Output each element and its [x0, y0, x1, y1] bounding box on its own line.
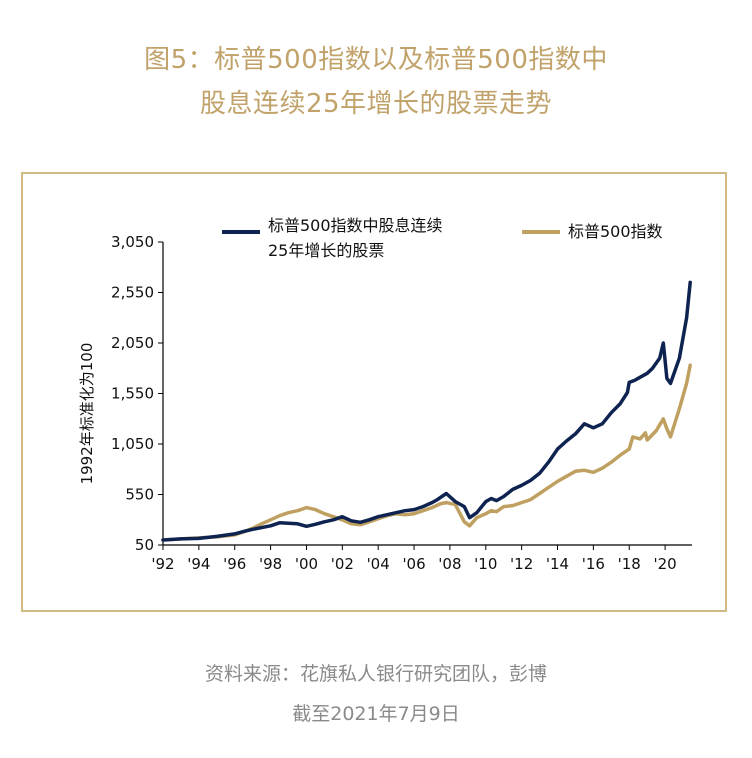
y-axis-label: 1992年标准化为100 — [78, 343, 96, 485]
series-line-sp500 — [161, 363, 692, 542]
x-tick-label: '94 — [187, 555, 210, 573]
y-tick-label: 3,050 — [111, 233, 154, 251]
series-line-dividend-growers — [161, 280, 692, 542]
x-tick-label: '06 — [402, 555, 425, 573]
x-tick-label: '16 — [582, 555, 605, 573]
x-tick-label: '14 — [546, 555, 569, 573]
y-tick-label: 2,550 — [111, 284, 154, 302]
chart-title-line-1: 图5：标普500指数以及标普500指数中 — [144, 45, 608, 75]
x-tick-label: '04 — [367, 555, 390, 573]
legend-label-dividend-growers-line-2: 25年增长的股票 — [268, 241, 384, 260]
x-tick-label: '92 — [151, 555, 174, 573]
legend-label-dividend-growers-line-1: 标普500指数中股息连续 — [268, 216, 443, 235]
y-tick-label: 550 — [125, 486, 154, 504]
x-tick-label: '00 — [295, 555, 318, 573]
x-tick-label: '98 — [259, 555, 282, 573]
chart-title-line-2: 股息连续25年增长的股票走势 — [199, 89, 553, 119]
x-tick-label: '12 — [510, 555, 533, 573]
x-tick-label: '20 — [653, 555, 676, 573]
source-note: 资料来源：花旗私人银行研究团队，彭博 — [204, 663, 547, 685]
y-tick-label: 1,050 — [111, 435, 154, 453]
y-tick-label: 50 — [135, 536, 154, 554]
x-tick-label: '96 — [223, 555, 246, 573]
date-note: 截至2021年7月9日 — [292, 703, 460, 725]
y-tick-label: 1,550 — [111, 385, 154, 403]
chart-frame — [21, 172, 727, 612]
x-tick-label: '02 — [331, 555, 354, 573]
y-tick-label: 2,050 — [111, 334, 154, 352]
x-tick-label: '10 — [474, 555, 497, 573]
x-tick-label: '08 — [438, 555, 461, 573]
legend-label-sp500: 标普500指数 — [568, 222, 663, 241]
x-tick-label: '18 — [618, 555, 641, 573]
